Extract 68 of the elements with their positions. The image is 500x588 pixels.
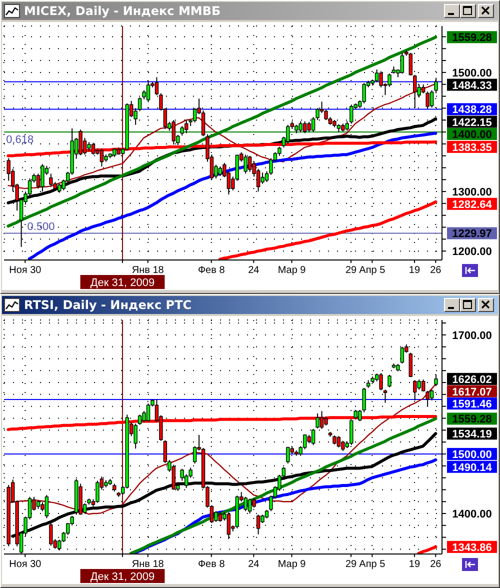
candlestick (303, 120, 307, 134)
chart-title: RTSI, Daily - Индекс РТС (24, 298, 192, 312)
chart-title: MICEX, Daily - Индекс ММВБ (24, 4, 221, 18)
y-tick-label: 1200.00 (452, 246, 492, 258)
candlestick (180, 126, 184, 136)
line-series (129, 417, 438, 554)
text: 1484.33 (452, 80, 492, 92)
candlestick (307, 121, 311, 132)
annotation: 0.618 (6, 134, 34, 146)
x-tick-label: 24 (248, 559, 260, 570)
data-label: 1559.28 (452, 414, 492, 426)
candlestick (320, 410, 324, 430)
candlestick (49, 173, 53, 188)
candlestick (336, 436, 341, 448)
x-tick-label: Фев 8 (198, 265, 226, 276)
candlestick (379, 372, 383, 391)
x-tick-label: Ноя 30 (9, 559, 42, 570)
x-tick-label: Дек 31, 2009 (90, 277, 155, 289)
y-tick-label: 1500.00 (452, 67, 492, 80)
x-tick-label: Апр 5 (359, 559, 386, 570)
x-tick-label: 29 (345, 265, 358, 276)
x-tick-label: 29 (345, 559, 358, 570)
ref-line-label: 1591.46 (452, 398, 492, 411)
x-tick-label: Мар 9 (278, 559, 306, 570)
x-tick-label: 19 (408, 559, 420, 570)
candlestick (316, 412, 320, 429)
data-label: 1617.07 (452, 386, 492, 398)
x-tick-label: Янв 18 (132, 265, 164, 276)
candlestick (298, 120, 302, 132)
line-series (417, 545, 438, 554)
data-label: 1559.28 (452, 32, 492, 44)
y-tick-label: 1700.00 (452, 330, 492, 342)
x-tick-label: 26 (430, 559, 442, 570)
data-label: 1282.64 (452, 198, 493, 211)
candlestick (192, 446, 197, 464)
data-label: 1383.35 (452, 142, 492, 154)
y-tick-label: 1300.00 (452, 186, 492, 199)
x-tick-label: 24 (248, 265, 260, 276)
ref-line-label: 1438.28 (452, 104, 492, 116)
candlestick (362, 82, 366, 104)
candlestick (260, 172, 264, 184)
candlestick (201, 110, 206, 137)
candlestick (244, 496, 248, 512)
data-label: 1343.86 (452, 542, 492, 554)
x-tick-label: Янв 18 (132, 559, 164, 570)
line-series (218, 200, 438, 260)
text: 1626.02 (452, 374, 492, 386)
ref-line-label: 1229.97 (452, 228, 492, 240)
candlestick (383, 389, 388, 404)
candlestick (218, 512, 222, 522)
candlestick (154, 76, 159, 96)
data-label: 1490.14 (452, 462, 493, 474)
annotation: 0.500 (27, 221, 55, 234)
x-tick-label: Фев 8 (198, 559, 226, 570)
data-label: 1534.19 (452, 428, 492, 441)
candlestick (78, 129, 82, 156)
candlestick (421, 379, 426, 392)
candlestick (417, 379, 421, 390)
x-tick-label: Мар 9 (278, 265, 306, 276)
candlestick (138, 414, 142, 426)
x-tick-label: Ноя 30 (9, 265, 42, 276)
data-label: 1422.15 (452, 116, 492, 129)
x-tick-label: 26 (430, 265, 442, 276)
x-tick-label: Дек 31, 2009 (90, 571, 155, 583)
x-tick-label: Апр 5 (359, 265, 386, 276)
y-tick-label: 1400.00 (452, 508, 492, 521)
candlestick (354, 409, 358, 420)
x-tick-label: 19 (408, 265, 420, 276)
